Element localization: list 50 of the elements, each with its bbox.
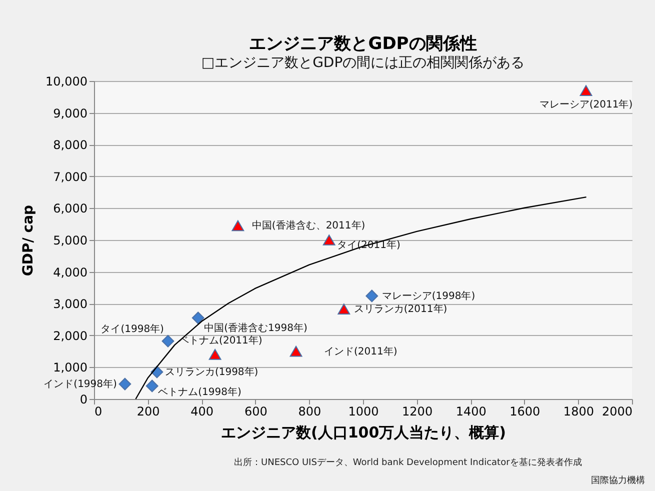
point	[290, 346, 302, 357]
point	[162, 334, 174, 348]
point	[580, 85, 592, 96]
x-tick-label: 400	[190, 404, 214, 418]
y-tick-label: 2,000	[53, 328, 88, 343]
point	[338, 304, 350, 314]
x-tick-label: 1400	[456, 404, 486, 418]
chart-title: エンジニア数とGDPの関係性	[249, 34, 477, 54]
annotation: 中国(香港含む1998年)	[204, 322, 308, 334]
x-tick-label: 0	[94, 404, 102, 418]
y-tick-label: 7,000	[53, 170, 88, 184]
y-tick-label: 9,000	[53, 106, 88, 120]
annotation: インド(2011年)	[324, 345, 398, 358]
point	[118, 378, 132, 390]
point	[208, 349, 222, 360]
y-tick-label: 3,000	[53, 297, 88, 312]
y-tick-label: 1,000	[53, 360, 88, 375]
chart-subtitle: □エンジニア数とGDPの間には正の相関関係がある	[201, 55, 525, 71]
x-tick-label: 800	[298, 404, 322, 418]
x-tick-label: 2000	[602, 404, 632, 418]
annotation: タイ(1998年)	[100, 323, 164, 336]
text: 出所：UNESCO UISデータ、World bank Development Indicatorを基に発表者作成	[234, 457, 582, 468]
annotation: ベトナム(1998年)	[158, 386, 242, 398]
point	[322, 234, 336, 246]
point	[146, 380, 158, 392]
x-axis-title: エンジニア数(人口100万人当たり、概算)	[220, 424, 506, 442]
y-tick-label: 6,000	[53, 202, 88, 216]
text: 国際協力機構	[591, 475, 645, 486]
y-axis-title: GDP/ cap	[20, 204, 37, 276]
x-tick-label: 1600	[510, 404, 540, 418]
x-tick-label: 1200	[402, 404, 433, 418]
annotation: ベトナム(2011年)	[179, 334, 262, 346]
annotation: マレーシア(1998年)	[382, 290, 476, 302]
y-tick-label: 0	[80, 392, 88, 406]
y-tick-label: 10,000	[46, 74, 88, 88]
x-tick-label: 200	[136, 404, 160, 418]
annotation: マレーシア(2011年)	[539, 98, 633, 111]
annotation: 中国(香港含む、2011年)	[252, 220, 366, 232]
y-tick-label: 4,000	[53, 265, 88, 280]
y-tick-label: 8,000	[53, 138, 88, 152]
x-tick-label: 600	[244, 404, 268, 418]
point	[366, 290, 378, 302]
point	[232, 220, 244, 232]
y-tick-label: 5,000	[53, 234, 88, 248]
point	[192, 312, 204, 324]
x-tick-label: 1000	[348, 404, 379, 418]
annotation: スリランカ(2011年)	[354, 303, 448, 316]
x-tick-label: 1800	[563, 404, 594, 418]
annotation: インド(1998年)	[44, 378, 118, 390]
annotation: スリランカ(1998年)	[164, 366, 258, 378]
